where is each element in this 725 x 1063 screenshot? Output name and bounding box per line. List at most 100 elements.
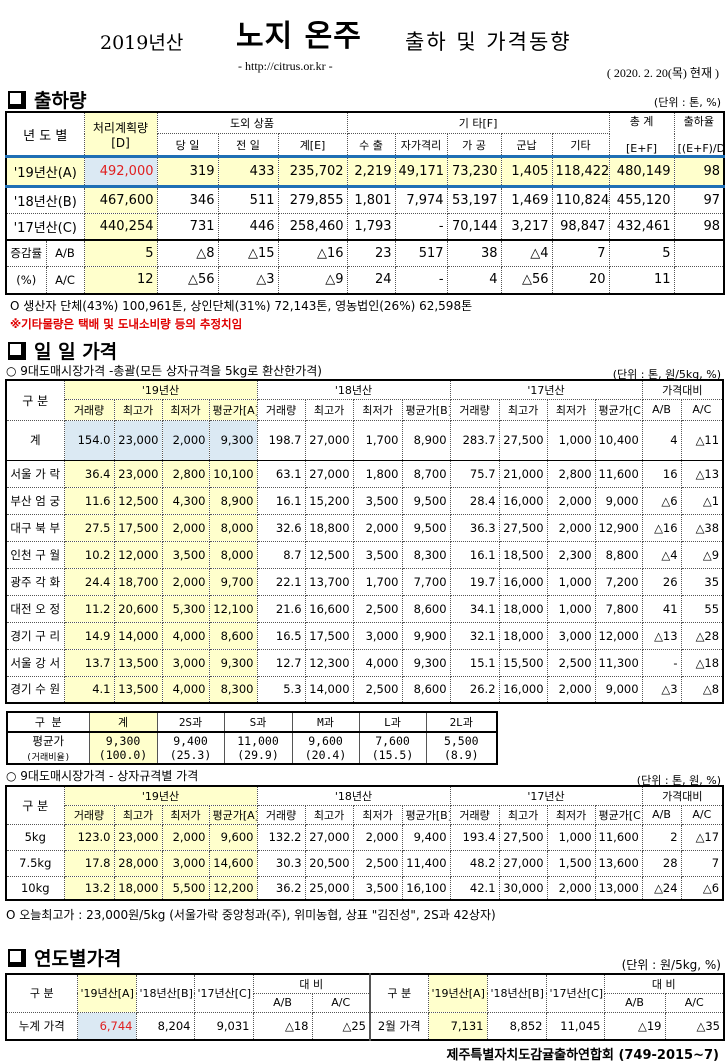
table-cell: 9,500	[401, 486, 451, 515]
column-header: 최고가	[498, 398, 548, 421]
table-cell: 38	[446, 239, 502, 267]
column-header: 최고가	[498, 804, 548, 825]
header-c: '17년산[C]	[545, 973, 605, 1013]
column-header: 최저가	[161, 804, 210, 825]
row-label: '17년산(C)	[5, 213, 85, 240]
table-row: 경기 수 원 4.1 13,500 4,000 8,300 5.3 14,000 2,500 8…	[5, 675, 724, 704]
table-cell: △4	[500, 239, 553, 267]
table-cell: 8,000	[208, 540, 258, 569]
table-cell: △3	[641, 675, 682, 704]
table-cell: 5	[83, 239, 158, 267]
table-cell: 16.5	[256, 621, 306, 650]
table-cell: 4	[641, 419, 682, 461]
header-div: 구 분	[5, 973, 78, 1013]
table-cell: 3,500	[352, 540, 403, 569]
table-row: 경기 구 리 14.9 14,000 4,000 8,600 16.5 17,500 3,00…	[5, 621, 724, 650]
section-title: 출하량	[34, 90, 87, 112]
table-cell: 2,000	[352, 823, 403, 851]
table-cell: 2,000	[546, 486, 596, 515]
table-cell: 16,000	[498, 675, 548, 704]
column-header: 자가격리	[394, 133, 448, 158]
table-cell: 11.6	[63, 486, 115, 515]
row-label: A/C	[45, 266, 85, 294]
table-cell: 440,254	[83, 213, 158, 240]
table-cell: 42.1	[449, 875, 500, 901]
column-header: 평균가[C]	[594, 398, 643, 421]
daily-subtitle: ○ 9대도매시장가격 -총괄(모든 상자규격을 5kg로 환산한가격)	[6, 364, 322, 378]
row-label: 서울 강 서	[5, 648, 65, 677]
table-cell: 2,000	[161, 567, 210, 596]
table-cell: 4.1	[63, 675, 115, 704]
column-header: 최저가	[161, 398, 210, 421]
header-div: 구 분	[5, 379, 65, 421]
table-cell: 1,700	[352, 567, 403, 596]
table-cell: 20,500	[304, 849, 354, 877]
unit-label: (단위 : 원/5kg, %)	[621, 958, 721, 972]
table-cell: △24	[641, 875, 682, 901]
table-cell: 8,700	[401, 459, 451, 488]
table-cell: 16.1	[449, 540, 500, 569]
table-cell: 9,400	[401, 823, 451, 851]
table-row: '18년산(B) 467,600 346 511 279,855 1,801 7,974 53…	[5, 186, 725, 214]
table-cell: 2,000	[161, 823, 210, 851]
header-plan: 처리계획량 [D]	[83, 111, 158, 158]
table-cell: 23,000	[113, 459, 163, 488]
table-cell: 2,500	[352, 594, 403, 623]
header-total: 총 계 [E+F]	[608, 111, 675, 158]
column-header: 평균가[A]	[208, 804, 258, 825]
table-cell: 7,200	[594, 567, 643, 596]
column-header: A/C	[680, 804, 724, 825]
table-cell: 123.0	[63, 823, 115, 851]
table-cell: 319	[156, 156, 219, 188]
table-cell: 18,000	[113, 875, 163, 901]
table-cell: 3,000	[546, 621, 596, 650]
shipment-note: O 생산자 단체(43%) 100,961톤, 상인단체(31%) 72,143…	[10, 299, 473, 313]
table-cell: 2,000	[546, 675, 596, 704]
unit-label: (단위 : 톤, %)	[653, 96, 721, 109]
yearly-price-table: 구 분 '19년산[A] '18년산[B] '17년산[C] 대 비 구 분 '…	[5, 973, 725, 1041]
column-header: 계[E]	[277, 133, 348, 158]
title-product: 노지 온주	[236, 19, 362, 54]
row-label: '18년산(B)	[5, 186, 85, 214]
table-cell: 17,500	[113, 513, 163, 542]
table-cell: 98	[673, 156, 725, 188]
table-row: 광주 각 화 24.4 18,700 2,000 9,700 22.1 13,700 1,70…	[5, 567, 724, 596]
unit-label: (단위 : 톤, 원, %)	[636, 774, 721, 787]
table-cell: 27,000	[304, 419, 354, 461]
table-cell: 2,500	[352, 849, 403, 877]
row-label: 계	[5, 419, 65, 461]
table-cell: △13	[641, 621, 682, 650]
table-row: 인천 구 월 10.2 12,000 3,500 8,000 8.7 12,500 3,500…	[5, 540, 724, 569]
table-cell: 8,800	[594, 540, 643, 569]
table-cell: 18,700	[113, 567, 163, 596]
column-header: 최저가	[546, 398, 596, 421]
table-cell: 3,500	[161, 540, 210, 569]
table-cell: 5,500	[161, 875, 210, 901]
table-cell: 8,600	[208, 621, 258, 650]
table-cell: △3	[217, 266, 279, 294]
table-cell: 23	[346, 239, 396, 267]
document-title: 2019년산 노지 온주 출하 및 가격동향 - http://citrus.o…	[0, 14, 725, 73]
column-header: 평균가[B]	[401, 804, 451, 825]
grade-price: 9,400 (25.3)	[156, 731, 225, 765]
column-header: A/B	[641, 804, 682, 825]
column-header: A/B	[641, 398, 682, 421]
table-cell: 8.7	[256, 540, 306, 569]
table-cell: 2,300	[546, 540, 596, 569]
table-cell: 8,852	[486, 1011, 547, 1041]
column-header: 거래량	[63, 398, 115, 421]
table-cell: 11,600	[594, 459, 643, 488]
table-cell: △8	[680, 675, 724, 704]
table-cell: 11.2	[63, 594, 115, 623]
table-cell: 15,200	[304, 486, 354, 515]
row-label: 인천 구 월	[5, 540, 65, 569]
table-cell: 4,000	[161, 621, 210, 650]
row-label: 대전 오 정	[5, 594, 65, 623]
table-cell: 5.3	[256, 675, 306, 704]
header-b: '18년산[B]	[486, 973, 547, 1013]
table-cell: 13.7	[63, 648, 115, 677]
table-cell: 13.2	[63, 875, 115, 901]
table-cell: 4,000	[161, 675, 210, 704]
column-header: 군납	[500, 133, 553, 158]
header-ab: A/B	[252, 992, 313, 1013]
